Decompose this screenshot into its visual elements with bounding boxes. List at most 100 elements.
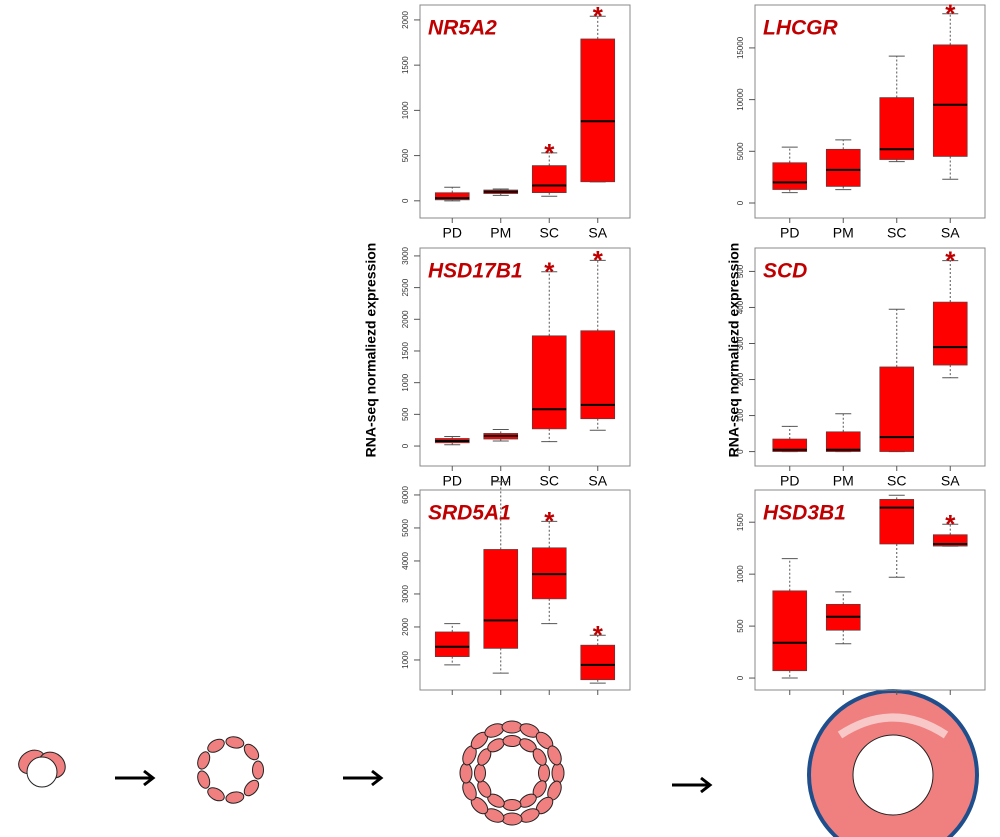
cell [547, 745, 562, 766]
arrow [343, 769, 384, 787]
y-tick-label: 0 [736, 200, 745, 205]
granulosa-ring [459, 720, 565, 826]
chart-title: HSD3B1 [763, 502, 846, 525]
x-tick-label: SA [941, 225, 960, 241]
plot-frame [419, 489, 631, 691]
box [879, 97, 915, 160]
y-tick-label: 1000 [736, 565, 745, 583]
x-tick-label: PD [443, 225, 462, 241]
y-tick-label: 0 [401, 443, 410, 448]
y-tick-label: 1500 [401, 56, 410, 74]
cell [474, 763, 486, 783]
y-tick-label: 100 [736, 408, 745, 422]
cell [532, 748, 547, 766]
box [932, 534, 968, 547]
y-tick-label: 3000 [401, 585, 410, 603]
y-tick-label: 1000 [401, 101, 410, 119]
x-tick-label: SC [540, 473, 559, 489]
plot-frame [754, 489, 986, 691]
cell [502, 799, 522, 811]
cell [551, 762, 565, 784]
y-tick-label: 500 [401, 407, 410, 421]
y-tick-label: 1500 [401, 342, 410, 360]
plot-frame [419, 247, 631, 467]
box [932, 301, 968, 366]
significance-marker: * [945, 0, 956, 29]
x-tick-label: SA [588, 473, 607, 489]
cell [243, 743, 260, 761]
x-tick-label: PM [490, 225, 511, 241]
significance-marker: * [544, 506, 555, 536]
x-tick-label: SC [887, 473, 906, 489]
significance-marker: * [593, 620, 604, 650]
y-tick-label: 500 [736, 619, 745, 633]
box [434, 631, 470, 657]
oocyte [26, 756, 58, 788]
y-tick-label: 2000 [401, 10, 410, 28]
box [580, 38, 616, 183]
plot-frame [754, 247, 986, 467]
cell [197, 770, 211, 789]
chart-title: NR5A2 [428, 17, 497, 40]
chart-title: LHCGR [763, 17, 838, 40]
x-tick-label: PD [780, 473, 799, 489]
y-tick-label: 2000 [401, 618, 410, 636]
significance-marker: * [593, 245, 604, 275]
granulosa-ring [197, 736, 264, 804]
x-tick-label: PM [833, 473, 854, 489]
box [772, 438, 808, 452]
box [879, 499, 915, 545]
x-tick-label: SC [887, 225, 906, 241]
y-tick-label: 1000 [401, 373, 410, 391]
y-tick-label: 0 [736, 675, 745, 680]
cell [207, 738, 225, 753]
cell [225, 791, 245, 804]
y-tick-label: 6000 [401, 486, 410, 504]
y-tick-label: 15000 [736, 36, 745, 59]
cell [197, 751, 211, 770]
y-tick-label: 4000 [401, 552, 410, 570]
y-tick-label: 5000 [736, 142, 745, 160]
box [825, 148, 861, 187]
y-tick-label: 500 [736, 264, 745, 278]
x-tick-label: PM [490, 473, 511, 489]
chart-title: SCD [763, 260, 807, 283]
x-tick-label: SC [540, 225, 559, 241]
follicle-stages [18, 689, 979, 837]
y-tick-label: 1500 [736, 513, 745, 531]
y-axis-label: RNA-seq normaliezd expression [363, 243, 379, 458]
cell [243, 779, 260, 797]
y-tick-label: 0 [736, 449, 745, 454]
plot-frame [419, 4, 631, 219]
box [580, 644, 616, 681]
cell [207, 787, 225, 802]
x-tick-label: SA [941, 473, 960, 489]
y-tick-label: 2500 [401, 278, 410, 296]
cell [459, 762, 473, 784]
arrows [115, 769, 713, 794]
significance-marker: * [544, 257, 555, 287]
cell [538, 763, 550, 783]
y-tick-label: 5000 [401, 519, 410, 537]
chart-title: SRD5A1 [428, 502, 511, 525]
y-tick-label: 2000 [401, 310, 410, 328]
y-tick-label: 500 [401, 148, 410, 162]
significance-marker: * [945, 245, 956, 275]
cell [252, 760, 264, 780]
cell [501, 720, 523, 734]
box [932, 44, 968, 157]
cell [502, 735, 522, 747]
box [772, 590, 808, 672]
cell [225, 736, 245, 749]
cell [501, 812, 523, 826]
x-tick-label: SA [588, 225, 607, 241]
highlight [837, 713, 949, 739]
y-axis-label: RNA-seq normaliezd expression [726, 243, 742, 458]
y-tick-label: 1000 [401, 651, 410, 669]
significance-marker: * [593, 1, 604, 31]
y-tick-label: 3000 [401, 246, 410, 264]
y-tick-label: 0 [401, 198, 410, 203]
box [825, 431, 861, 452]
y-tick-label: 400 [736, 300, 745, 314]
